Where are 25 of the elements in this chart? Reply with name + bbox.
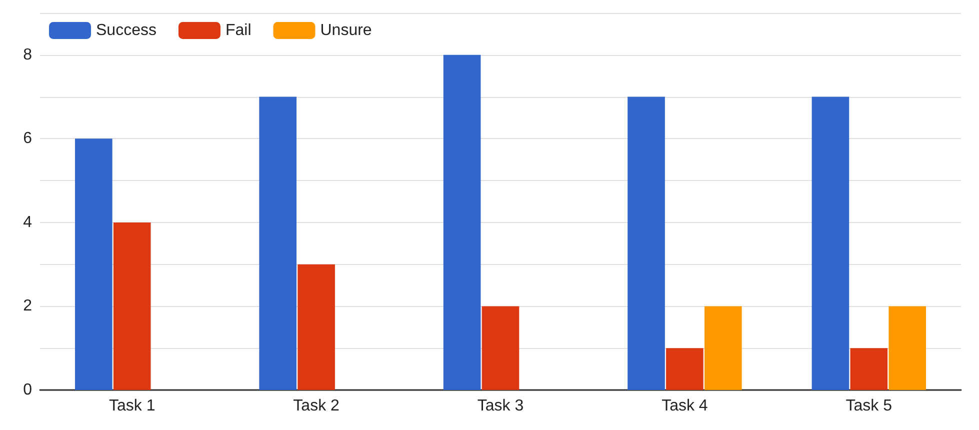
bar <box>298 264 335 390</box>
y-tick-label: 0 <box>23 382 32 398</box>
y-tick-label: 4 <box>23 214 32 231</box>
legend-label: Fail <box>225 22 252 39</box>
x-tick-label: Task 5 <box>846 398 892 414</box>
x-tick-label: Task 2 <box>293 398 340 414</box>
legend-label: Unsure <box>320 22 372 39</box>
bar <box>666 348 704 390</box>
y-tick-label: 2 <box>23 298 32 315</box>
bar <box>812 96 850 390</box>
bar <box>113 222 151 390</box>
bar <box>628 96 665 390</box>
bar <box>259 96 297 390</box>
y-tick-label: 8 <box>23 46 32 64</box>
bar <box>850 348 888 390</box>
x-tick-label: Task 4 <box>662 398 708 414</box>
bar <box>443 54 481 390</box>
bar <box>75 138 112 390</box>
x-tick-label: Task 3 <box>477 398 524 414</box>
y-tick-label: 6 <box>23 130 32 148</box>
bar <box>704 306 742 390</box>
bar <box>888 306 926 390</box>
bar <box>482 306 520 390</box>
x-tick-label: Task 1 <box>108 398 156 414</box>
legend-label: Success <box>96 22 156 39</box>
